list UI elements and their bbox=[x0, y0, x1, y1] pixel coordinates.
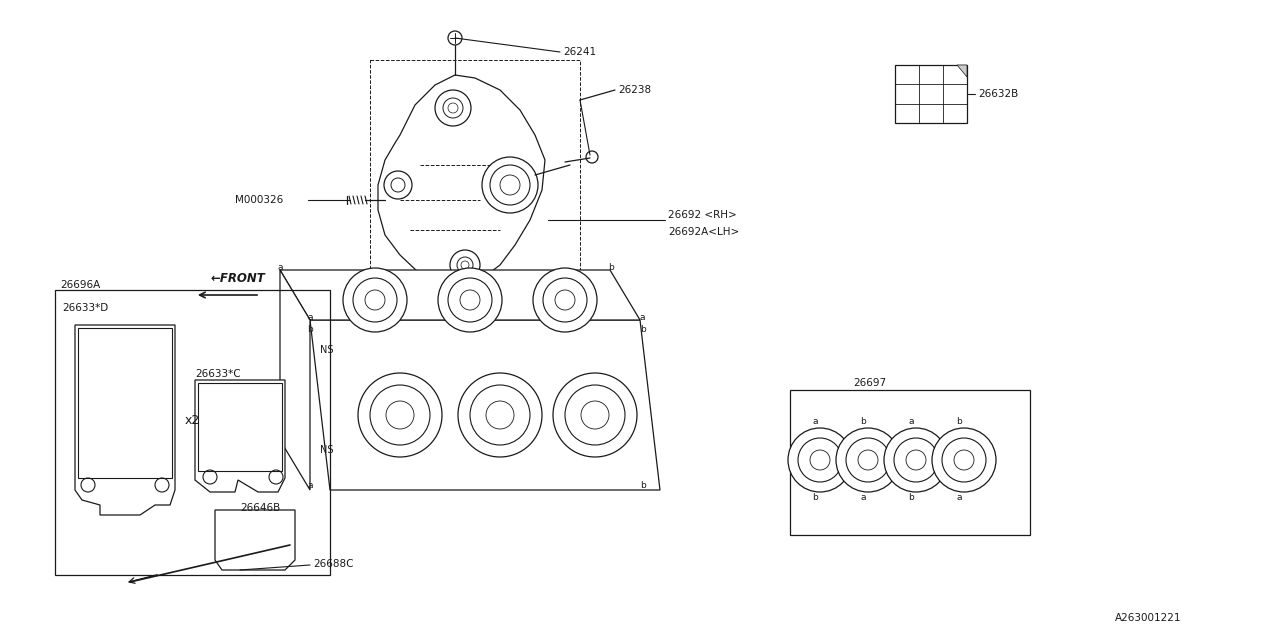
Text: 26692A<LH>: 26692A<LH> bbox=[668, 227, 740, 237]
Text: a: a bbox=[307, 481, 312, 490]
Circle shape bbox=[932, 428, 996, 492]
Bar bbox=[55, 290, 330, 575]
Bar bbox=[370, 60, 580, 310]
Text: M000326: M000326 bbox=[236, 195, 283, 205]
Text: 26688C: 26688C bbox=[314, 559, 353, 569]
Circle shape bbox=[435, 90, 471, 126]
Text: a: a bbox=[860, 493, 865, 502]
Text: b: b bbox=[608, 264, 613, 273]
Polygon shape bbox=[195, 380, 285, 492]
Text: 26238: 26238 bbox=[618, 85, 652, 95]
Circle shape bbox=[458, 373, 541, 457]
Circle shape bbox=[448, 31, 462, 45]
Text: 26646B: 26646B bbox=[241, 503, 280, 513]
Text: b: b bbox=[307, 326, 312, 335]
Circle shape bbox=[586, 151, 598, 163]
Text: NS: NS bbox=[320, 445, 334, 455]
Text: b: b bbox=[860, 417, 865, 426]
Text: a: a bbox=[640, 314, 645, 323]
Circle shape bbox=[532, 268, 596, 332]
Polygon shape bbox=[378, 75, 545, 288]
Text: b: b bbox=[640, 481, 645, 490]
Text: NS: NS bbox=[320, 345, 334, 355]
Circle shape bbox=[553, 373, 637, 457]
Text: a: a bbox=[278, 264, 283, 273]
Circle shape bbox=[438, 268, 502, 332]
Circle shape bbox=[836, 428, 900, 492]
Polygon shape bbox=[310, 320, 660, 490]
Text: b: b bbox=[640, 326, 645, 335]
Circle shape bbox=[451, 250, 480, 280]
Polygon shape bbox=[280, 270, 310, 490]
Text: 26241: 26241 bbox=[563, 47, 596, 57]
Circle shape bbox=[358, 373, 442, 457]
Polygon shape bbox=[280, 270, 640, 320]
Circle shape bbox=[884, 428, 948, 492]
Text: x2: x2 bbox=[186, 413, 200, 426]
Text: 26696A: 26696A bbox=[60, 280, 100, 290]
Polygon shape bbox=[76, 325, 175, 515]
Text: b: b bbox=[956, 417, 961, 426]
Bar bbox=[198, 383, 282, 471]
Circle shape bbox=[343, 268, 407, 332]
Text: A263001221: A263001221 bbox=[1115, 613, 1181, 623]
Text: 26697: 26697 bbox=[854, 378, 887, 388]
Text: 26633*D: 26633*D bbox=[61, 303, 109, 313]
Text: 26692 <RH>: 26692 <RH> bbox=[668, 210, 737, 220]
Text: a: a bbox=[307, 314, 312, 323]
Text: b: b bbox=[908, 493, 914, 502]
Text: a: a bbox=[956, 493, 961, 502]
Text: a: a bbox=[909, 417, 914, 426]
Bar bbox=[895, 65, 966, 123]
Bar bbox=[790, 390, 1030, 535]
Text: a: a bbox=[813, 417, 818, 426]
Circle shape bbox=[788, 428, 852, 492]
Bar bbox=[78, 328, 172, 478]
Text: ←FRONT: ←FRONT bbox=[210, 271, 265, 285]
Circle shape bbox=[384, 171, 412, 199]
Text: 26632B: 26632B bbox=[978, 89, 1019, 99]
Circle shape bbox=[483, 157, 538, 213]
Text: 26633*C: 26633*C bbox=[195, 369, 241, 379]
Polygon shape bbox=[215, 510, 294, 570]
Text: b: b bbox=[812, 493, 818, 502]
Polygon shape bbox=[957, 65, 966, 77]
